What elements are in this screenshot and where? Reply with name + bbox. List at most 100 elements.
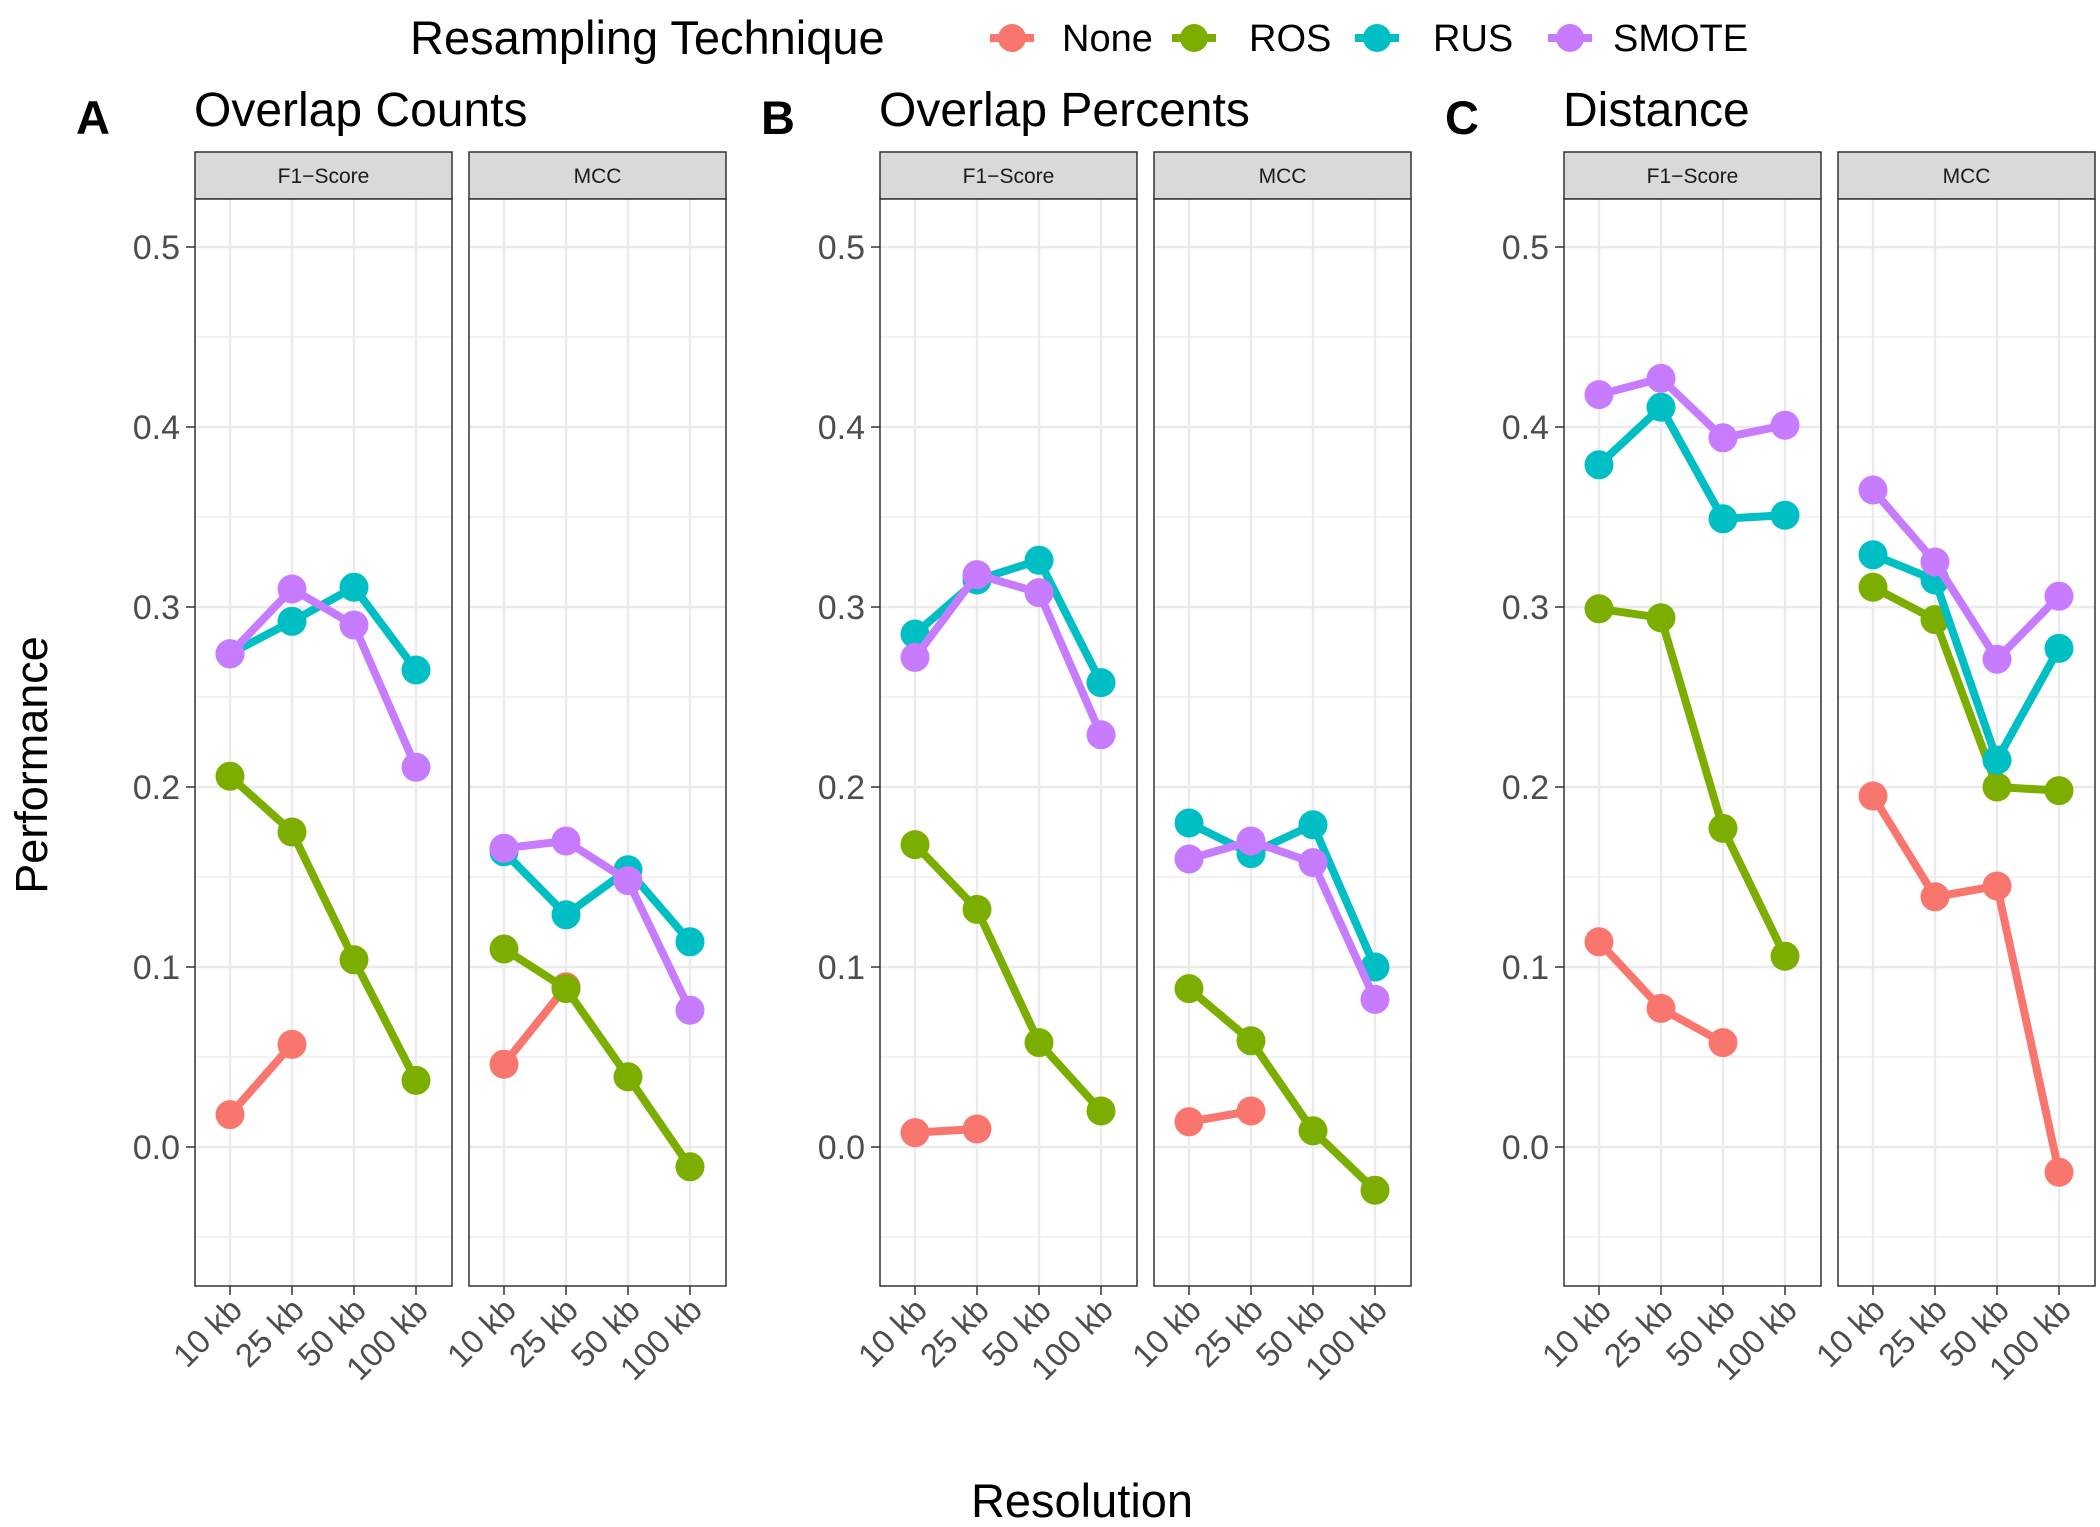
series-none [900,1114,992,1148]
data-point [1298,1116,1328,1146]
series-none [1584,927,1738,1058]
data-point [1024,545,1054,575]
facet-strip-label: F1−Score [963,165,1055,188]
facet-strip [1563,151,1822,200]
data-point [1646,993,1676,1023]
data-point [277,574,307,604]
series-line [1597,374,1786,442]
data-point [962,1114,992,1144]
legend-key-point [1180,24,1208,52]
series-line [1187,819,1379,969]
series-ros [1174,974,1390,1205]
data-point [339,945,369,975]
data-point [1024,1028,1054,1058]
data-point [1174,974,1204,1004]
data-point [900,1118,930,1148]
x-tick-label: 10 kb [851,1291,934,1374]
panel-letter: B [761,91,795,144]
x-tick-label: 25 kb [1187,1291,1270,1374]
data-point [1584,450,1614,480]
data-point [401,752,431,782]
plot-background [1838,199,2095,1286]
data-point [1708,504,1738,534]
panel-border [879,198,1138,1287]
series-smote [1584,363,1800,453]
plot-background [469,199,726,1286]
facet-strip-label: MCC [1943,165,1991,188]
plot-background [1154,199,1411,1286]
y-tick-label: 0.3 [818,589,865,627]
data-point [1174,808,1204,838]
legend-key-point [1556,24,1584,52]
data-point [1708,1028,1738,1058]
data-point [1982,745,2012,775]
facet-strip [879,151,1138,200]
data-point [613,866,643,896]
grid [1154,199,1411,1286]
data-point [1858,781,1888,811]
data-point [1770,941,1800,971]
data-point [1920,547,1950,577]
data-point [1298,848,1328,878]
data-point [277,1029,307,1059]
series-none [215,1029,307,1130]
series-line [1871,551,2063,764]
series-smote [900,560,1116,750]
y-tick-label: 0.2 [133,769,180,807]
data-point [1236,826,1266,856]
series-line [1596,403,1786,523]
series-line [227,585,420,769]
series-line [1186,985,1378,1194]
data-point [215,761,245,791]
data-point [962,560,992,590]
series-line [227,1041,295,1118]
legend-item-rus: RUS [1355,18,1513,60]
y-tick-label: 0.2 [818,769,865,807]
x-tick-label: 10 kb [1125,1291,1208,1374]
x-tick-label: 25 kb [502,1291,585,1374]
series-line [227,773,420,1083]
series-line [1598,604,1789,958]
series-line [1869,487,2062,664]
data-point [1360,984,1390,1014]
panel-letter: C [1445,91,1479,144]
facet-strip-label: F1−Score [1647,165,1739,188]
data-point [277,606,307,636]
legend-label: SMOTE [1613,18,1748,60]
data-point [1236,1026,1266,1056]
series-line [501,945,694,1170]
x-axis-title: Resolution [971,1474,1193,1527]
series-none [1858,781,2074,1187]
data-point [551,826,581,856]
data-point [2044,633,2074,663]
data-point [2044,776,2074,806]
data-point [2044,581,2074,611]
x-tick-label: 25 kb [228,1291,311,1374]
y-tick-label: 0.3 [1502,589,1549,627]
x-tick-label: 25 kb [1597,1291,1680,1374]
data-point [1770,500,1800,530]
x-tick-label: 10 kb [166,1291,249,1374]
facet-strip [468,151,727,200]
data-point [675,1152,705,1182]
x-tick-label: 10 kb [1809,1291,1892,1374]
y-tick-label: 0.1 [1502,949,1549,987]
data-point [1086,720,1116,750]
data-point [1858,540,1888,570]
data-point [1770,410,1800,440]
data-point [215,639,245,669]
y-tick-label: 0.5 [818,229,865,267]
series-line [501,848,694,945]
data-point [489,934,519,964]
y-tick-label: 0.0 [1502,1129,1549,1167]
data-point [675,995,705,1025]
series-smote [1858,475,2074,674]
series-ros [215,761,431,1095]
data-point [1982,644,2012,674]
